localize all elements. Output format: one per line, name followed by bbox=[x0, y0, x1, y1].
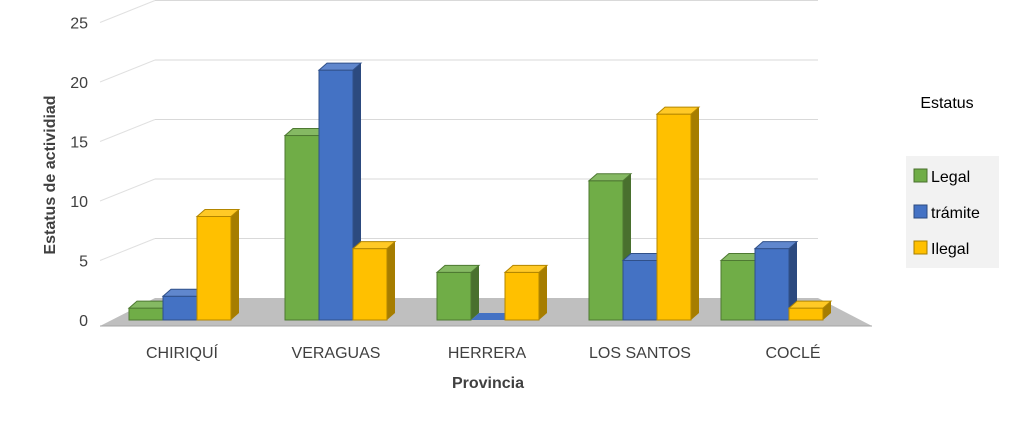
bar-ilegal-2 bbox=[503, 264, 549, 321]
x-tick-label: VERAGUAS bbox=[292, 345, 381, 362]
bar-legal-2 bbox=[435, 264, 481, 321]
x-tick-label: CHIRIQUÍ bbox=[146, 343, 219, 362]
legend-entry-label: Ilegal bbox=[931, 241, 969, 258]
legend-entry-label: Legal bbox=[931, 169, 970, 186]
y-tick-label: 10 bbox=[70, 194, 88, 211]
legend-title: Estatus bbox=[920, 95, 973, 112]
bar-ilegal-1 bbox=[351, 241, 397, 321]
x-axis-title: Provincia bbox=[452, 375, 524, 392]
y-tick-label: 25 bbox=[70, 16, 88, 33]
bar-ilegal-4 bbox=[787, 300, 833, 321]
y-axis-title: Estatus de actividiad bbox=[42, 95, 59, 254]
gridline-diag bbox=[99, 59, 156, 83]
legend-swatch bbox=[913, 168, 928, 183]
x-tick-label: LOS SANTOS bbox=[589, 345, 691, 362]
x-tick-label: HERRERA bbox=[448, 345, 527, 362]
bar-ilegal-0 bbox=[195, 208, 241, 321]
y-tick-label: 5 bbox=[79, 254, 88, 271]
gridline-diag bbox=[99, 178, 156, 202]
gridline-diag bbox=[99, 119, 156, 142]
bar-trámite-2 bbox=[471, 313, 513, 320]
y-tick-label: 20 bbox=[70, 75, 88, 92]
legend: Estatus Legal trámite Ilegal bbox=[906, 95, 999, 268]
bar-trámite-4 bbox=[753, 241, 799, 321]
gridline-diag bbox=[99, 0, 156, 23]
legend-swatch bbox=[913, 240, 928, 255]
y-tick-label: 15 bbox=[70, 135, 88, 152]
legend-entry-label: trámite bbox=[931, 205, 980, 222]
legend-swatch bbox=[913, 204, 928, 219]
x-tick-label: COCLÉ bbox=[765, 343, 820, 362]
y-tick-label: 0 bbox=[79, 313, 88, 330]
gridline-diag bbox=[99, 238, 156, 261]
bar-ilegal-3 bbox=[655, 106, 701, 321]
